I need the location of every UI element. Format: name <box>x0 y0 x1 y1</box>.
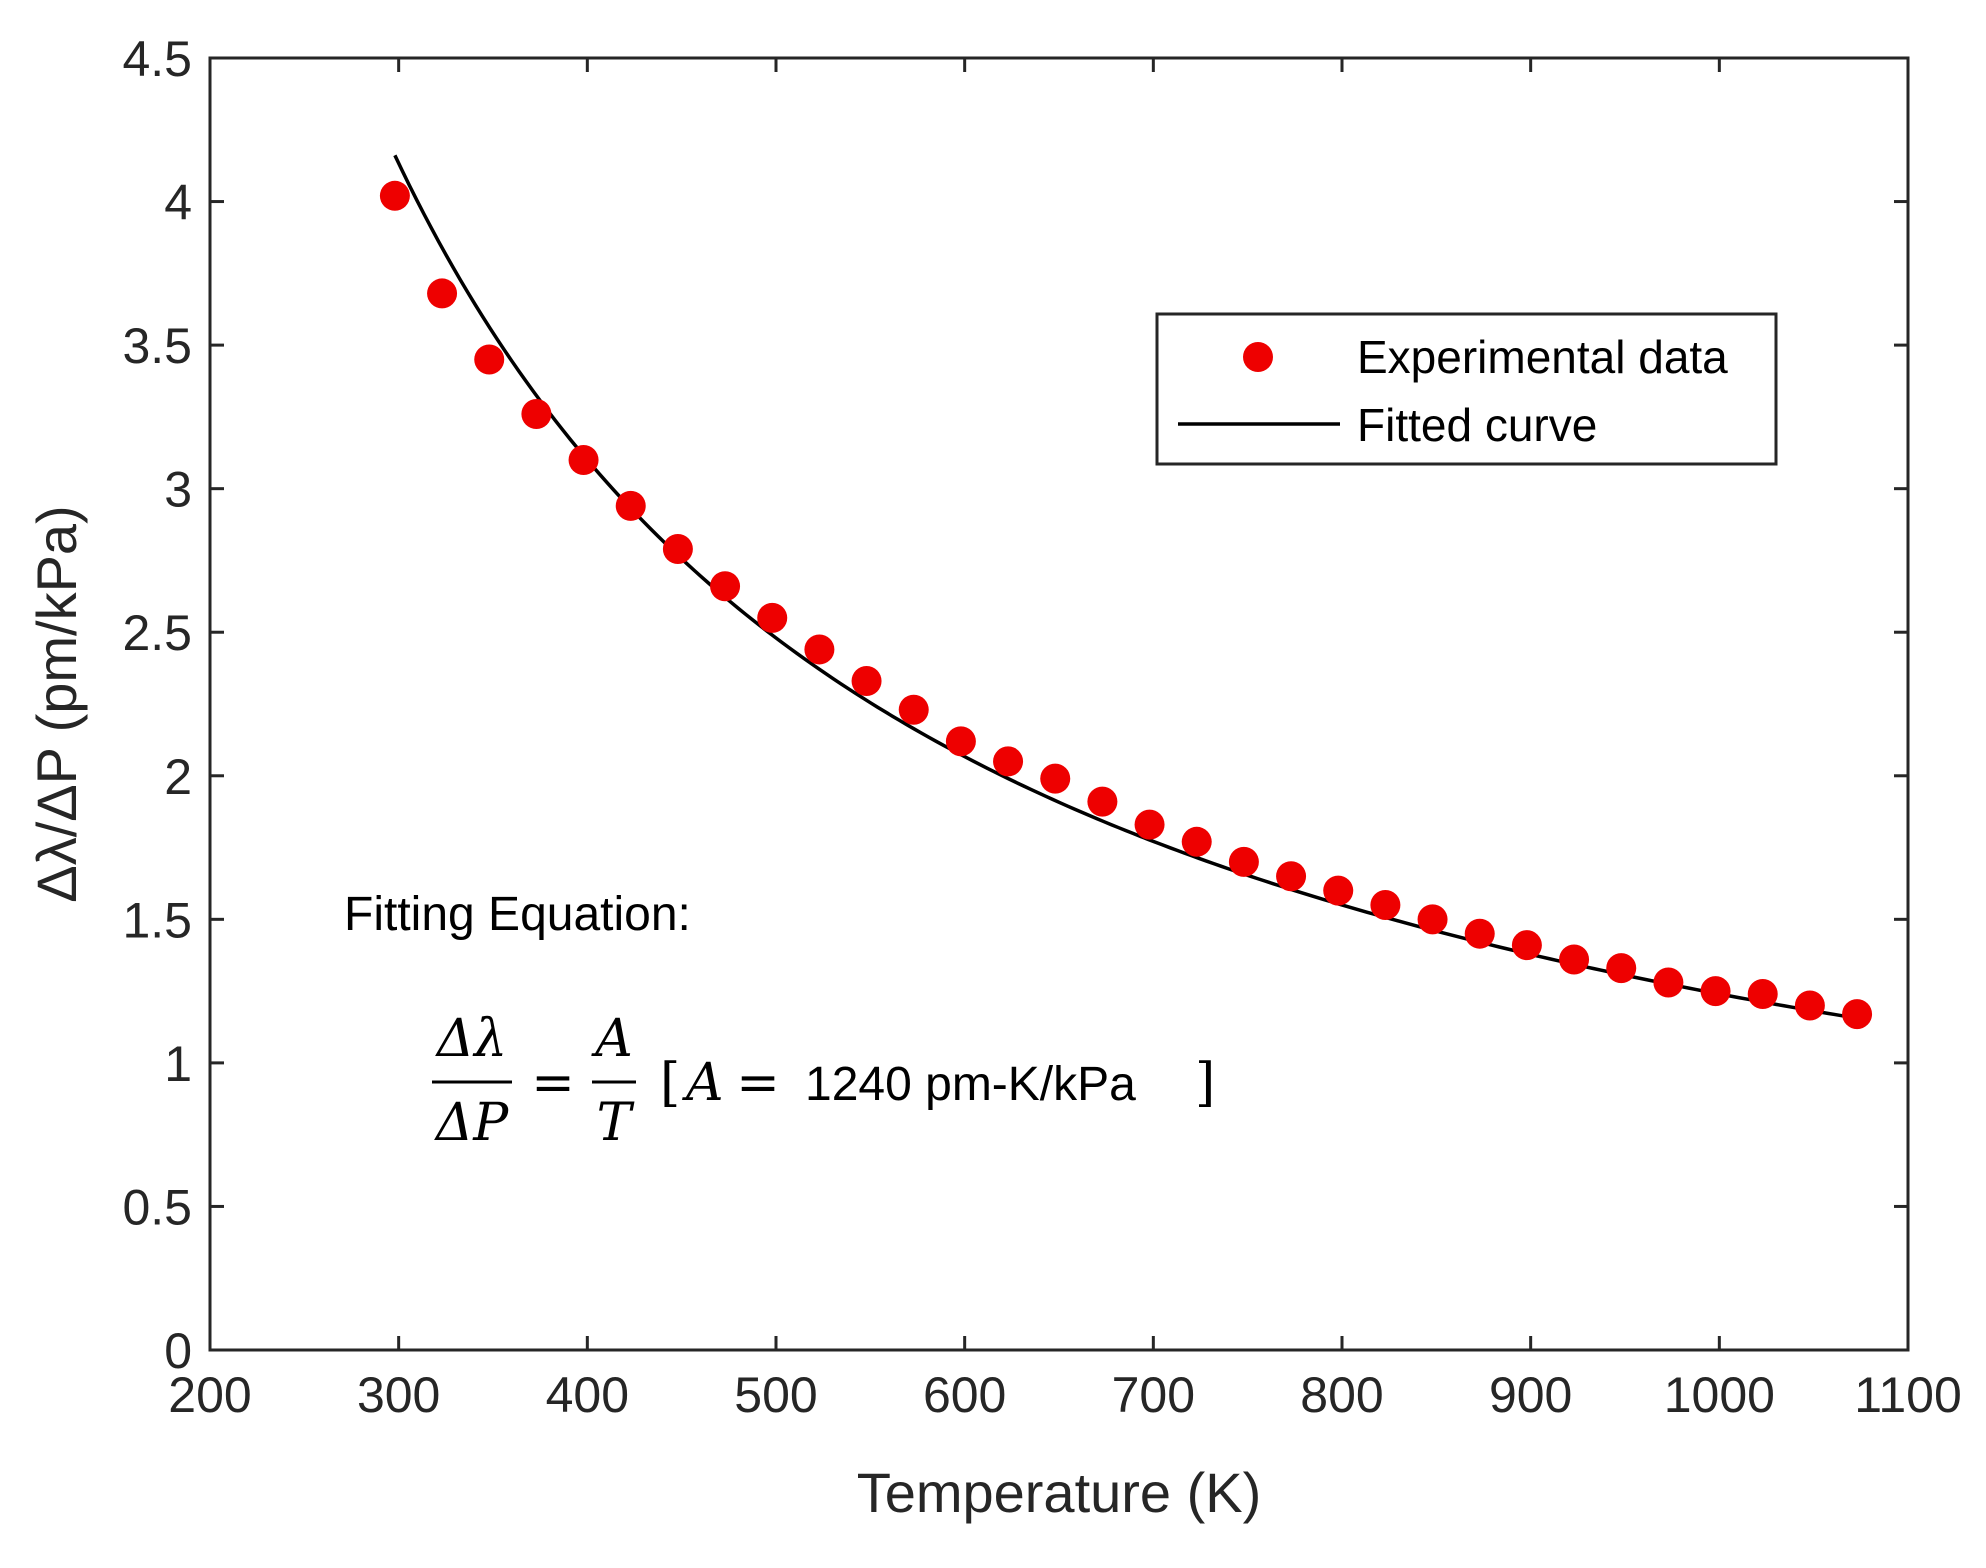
x-axis-title: Temperature (K) <box>857 1461 1262 1524</box>
experimental-data-point <box>993 746 1024 777</box>
plot-series <box>379 154 1873 1030</box>
experimental-data-point <box>757 602 788 633</box>
y-tick-label: 4.5 <box>122 31 192 87</box>
experimental-data-point <box>1606 953 1637 984</box>
experimental-data-point <box>1228 846 1259 877</box>
experimental-data-point <box>1511 930 1542 961</box>
lhs-numerator: Δλ <box>435 1009 508 1069</box>
experimental-data-point <box>945 726 976 757</box>
legend-marker-experimental <box>1243 342 1273 372</box>
rhs-numerator: A <box>591 1009 633 1069</box>
experimental-data-point <box>898 694 929 725</box>
param-symbol: A <box>682 1053 724 1113</box>
experimental-data-point <box>1842 999 1873 1030</box>
experimental-data-point <box>1417 904 1448 935</box>
experimental-data-point <box>1370 889 1401 920</box>
x-tick-label: 200 <box>168 1367 251 1423</box>
experimental-data-point <box>662 533 693 564</box>
experimental-data-point <box>1276 861 1307 892</box>
legend-label-experimental: Experimental data <box>1357 331 1728 383</box>
param-value: 1240 pm-K/kPa <box>805 1058 1136 1111</box>
fitting-equation-annotation: Fitting Equation: Δλ ΔP = A T [ A = 1240… <box>344 888 1215 1153</box>
bracket-open: [ <box>660 1053 680 1113</box>
y-tick-label: 0.5 <box>122 1179 192 1235</box>
experimental-data-point <box>427 278 458 309</box>
lhs-denominator: ΔP <box>434 1093 510 1153</box>
legend: Experimental data Fitted curve <box>1155 312 1778 466</box>
annotation-heading: Fitting Equation: <box>344 888 691 941</box>
experimental-data-point <box>804 634 835 665</box>
x-tick-label: 800 <box>1300 1367 1383 1423</box>
experimental-data-point <box>1794 990 1825 1021</box>
x-axis-ticks <box>208 58 1910 1350</box>
legend-label-fitted: Fitted curve <box>1357 399 1597 451</box>
experimental-data-point <box>1040 763 1071 794</box>
experimental-data-point <box>710 571 741 602</box>
experimental-data-point <box>521 399 552 430</box>
experimental-data-point <box>474 344 505 375</box>
experimental-data-point <box>851 666 882 697</box>
y-tick-label: 2.5 <box>122 605 192 661</box>
x-tick-label: 500 <box>734 1367 817 1423</box>
experimental-data-point <box>1653 967 1684 998</box>
experimental-data-point <box>568 444 599 475</box>
bracket-close: ] <box>1195 1053 1215 1113</box>
equals-sign: = <box>531 1053 575 1113</box>
x-tick-label: 300 <box>357 1367 440 1423</box>
experimental-data-point <box>1181 826 1212 857</box>
x-tick-label: 1100 <box>1854 1367 1962 1423</box>
experimental-data-point <box>615 490 646 521</box>
x-tick-label: 900 <box>1489 1367 1572 1423</box>
experimental-data-point <box>1559 944 1590 975</box>
y-tick-label: 3.5 <box>122 318 192 374</box>
y-tick-label: 1 <box>164 1036 192 1092</box>
plot-area-frame <box>208 56 1910 1352</box>
x-tick-label: 600 <box>923 1367 1006 1423</box>
experimental-data-point <box>1464 918 1495 949</box>
x-tick-label: 1000 <box>1664 1367 1775 1423</box>
experimental-data-point <box>1134 809 1165 840</box>
rhs-denominator: T <box>597 1093 635 1153</box>
x-tick-label: 700 <box>1112 1367 1195 1423</box>
y-axis-title: Δλ/ΔP (pm/kPa) <box>25 505 88 902</box>
experimental-data-point <box>1087 786 1118 817</box>
y-tick-label: 0 <box>164 1323 192 1379</box>
experimental-data-point <box>1323 875 1354 906</box>
legend-box <box>1155 312 1778 466</box>
y-tick-label: 3 <box>164 462 192 518</box>
experimental-data-point <box>1747 978 1778 1009</box>
y-tick-label: 1.5 <box>122 892 192 948</box>
experimental-data-point <box>379 180 410 211</box>
y-tick-label: 2 <box>164 749 192 805</box>
y-axis-tick-labels: 0 0.5 1 1.5 2 2.5 3 3.5 4 4.5 <box>122 31 192 1379</box>
param-equals: = <box>736 1053 780 1113</box>
x-axis-tick-labels: 200 300 400 500 600 700 800 900 1000 1100 <box>168 1367 1961 1423</box>
x-tick-label: 400 <box>546 1367 629 1423</box>
y-tick-label: 4 <box>164 175 192 231</box>
experimental-data-point <box>1700 976 1731 1007</box>
